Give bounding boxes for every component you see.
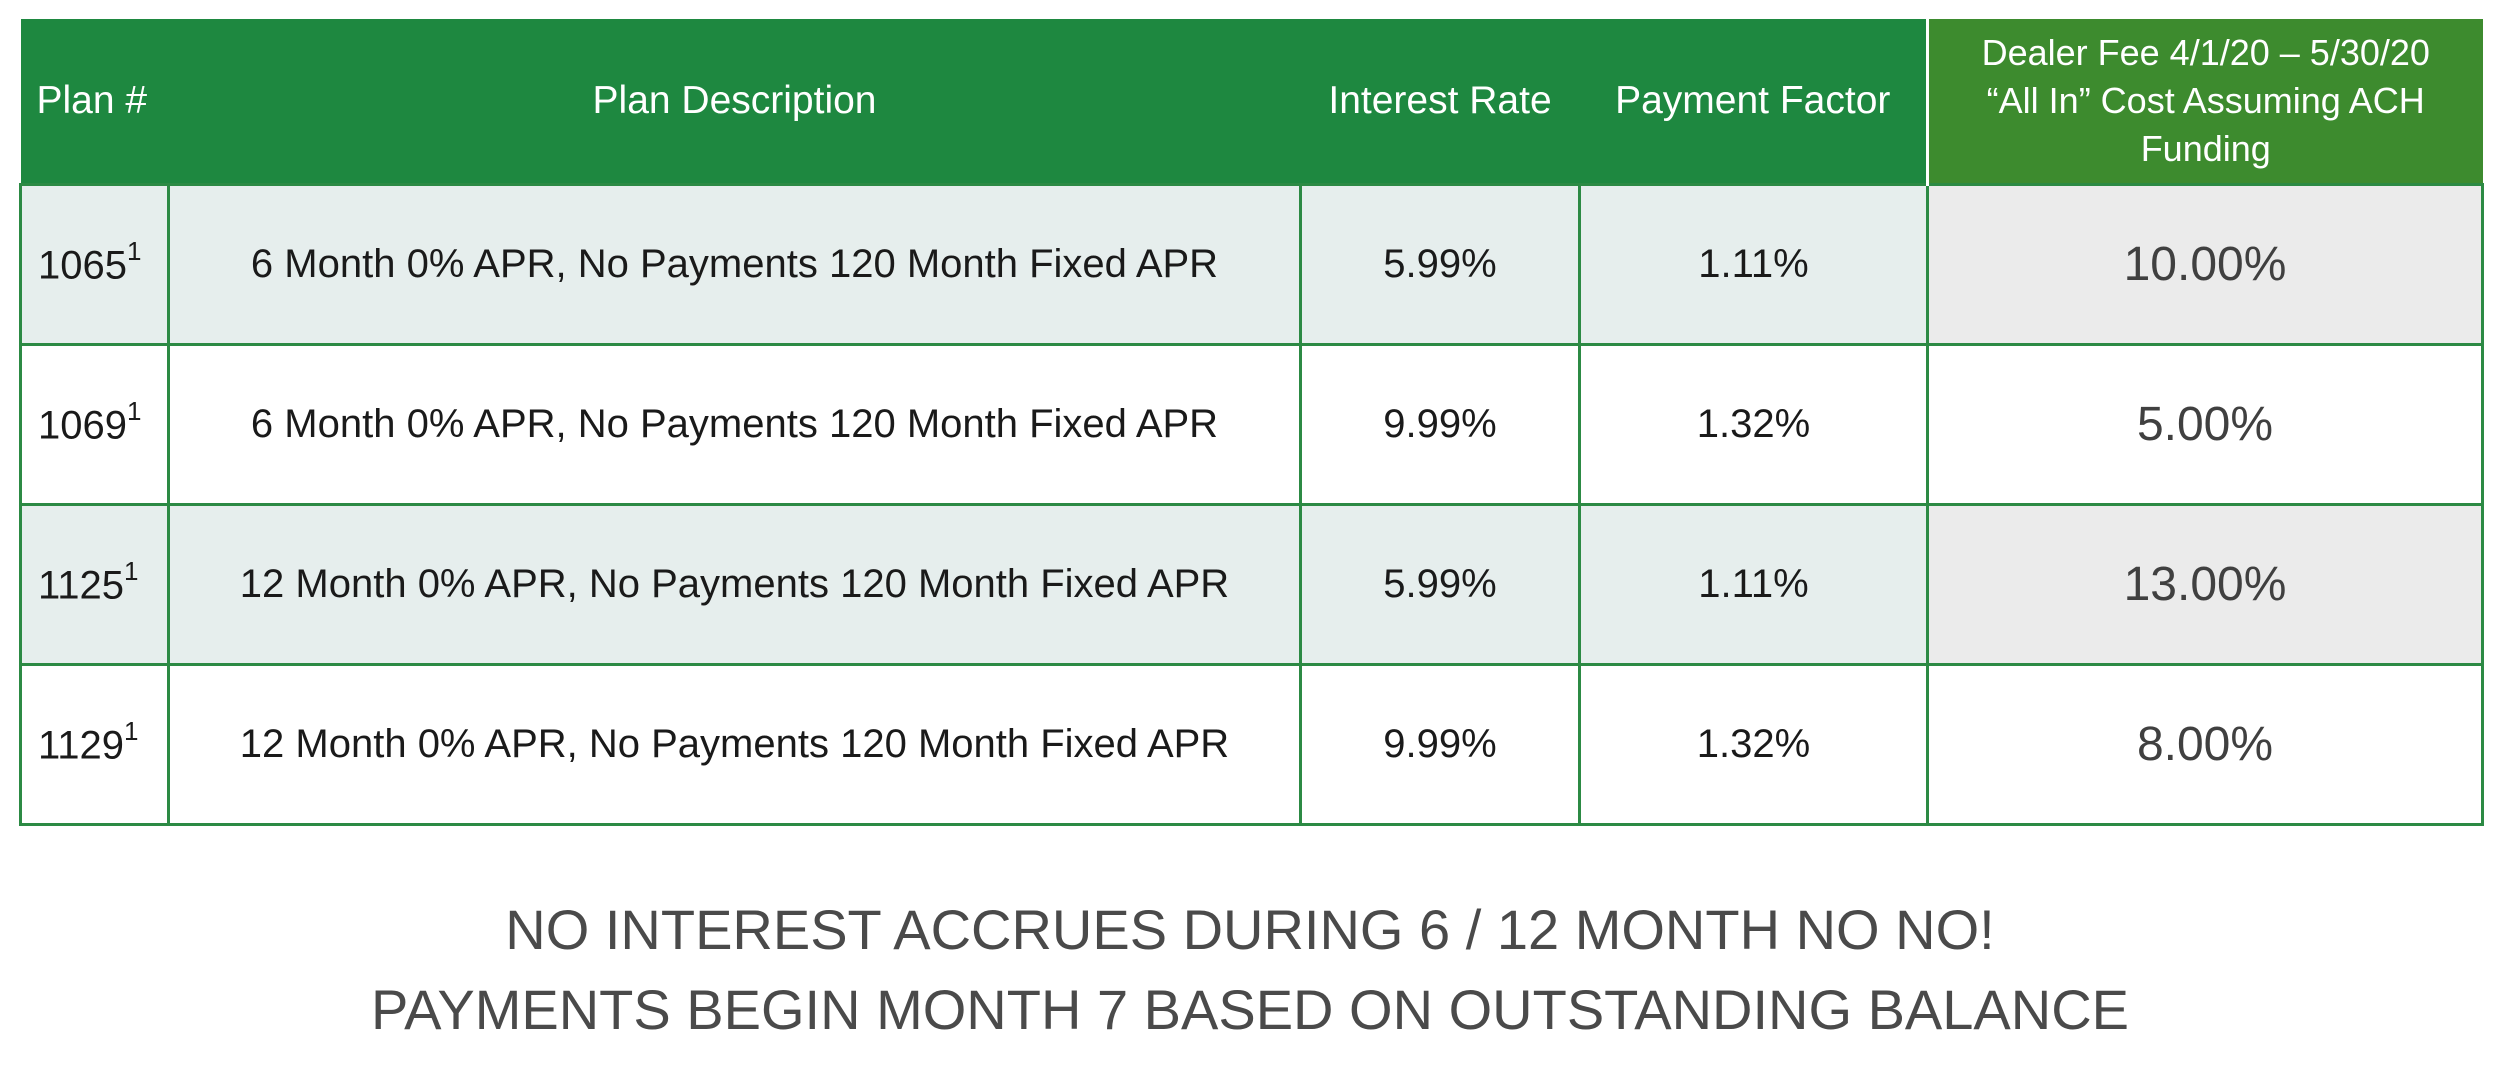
plan-number: 1065: [38, 243, 127, 288]
dealer-fee-header-line: “All In” Cost Assuming ACH: [1986, 79, 2425, 121]
plan-description-header: Plan Description: [168, 19, 1301, 184]
footnote-marker: 1: [124, 715, 139, 746]
plan-number-header: Plan #: [20, 19, 169, 184]
dealer-fee-cell: 13.00%: [1926, 502, 2484, 666]
interest-rate-cell: 9.99%: [1299, 342, 1581, 506]
plan-description-cell: 6 Month 0% APR, No Payments 120 Month Fi…: [167, 182, 1302, 346]
table-row: 10691 6 Month 0% APR, No Payments 120 Mo…: [19, 342, 2484, 506]
plan-description-cell: 12 Month 0% APR, No Payments 120 Month F…: [167, 662, 1302, 826]
payment-factor-cell: 1.32%: [1578, 662, 1929, 826]
table-row: 11291 12 Month 0% APR, No Payments 120 M…: [19, 662, 2484, 826]
footnote-marker: 1: [124, 555, 139, 586]
plan-description-cell: 6 Month 0% APR, No Payments 120 Month Fi…: [167, 342, 1302, 506]
plan-number-cell: 11251: [19, 502, 170, 666]
plan-number-cell: 10651: [19, 182, 170, 346]
plan-number-cell: 10691: [19, 342, 170, 506]
footer-note-line: NO INTEREST ACCRUES DURING 6 / 12 MONTH …: [505, 898, 1995, 961]
footnote-marker: 1: [126, 235, 142, 266]
dealer-fee-cell: 5.00%: [1926, 342, 2484, 506]
dealer-fee-header-line: Dealer Fee 4/1/20 – 5/30/20: [1981, 31, 2430, 73]
dealer-fee-header: Dealer Fee 4/1/20 – 5/30/20 “All In” Cos…: [1926, 19, 2483, 184]
plan-number: 1069: [38, 403, 127, 448]
plan-number: 1125: [38, 563, 125, 608]
plan-table: Plan # Plan Description Interest Rate Pa…: [19, 19, 2484, 826]
plan-number-cell: 11291: [19, 662, 170, 826]
payment-factor-cell: 1.11%: [1578, 502, 1929, 666]
footnote-marker: 1: [126, 395, 142, 426]
payment-factor-cell: 1.32%: [1578, 342, 1929, 506]
interest-rate-cell: 5.99%: [1299, 502, 1581, 666]
plan-description-cell: 12 Month 0% APR, No Payments 120 Month F…: [167, 502, 1302, 666]
footer-note-line: PAYMENTS BEGIN MONTH 7 BASED ON OUTSTAND…: [370, 978, 2130, 1041]
interest-rate-cell: 5.99%: [1299, 182, 1581, 346]
dealer-fee-cell: 8.00%: [1926, 662, 2484, 826]
interest-rate-cell: 9.99%: [1299, 662, 1581, 826]
table-row: 10651 6 Month 0% APR, No Payments 120 Mo…: [19, 182, 2484, 346]
table-row: 11251 12 Month 0% APR, No Payments 120 M…: [19, 502, 2484, 666]
footer-note: NO INTEREST ACCRUES DURING 6 / 12 MONTH …: [0, 890, 2500, 1050]
plan-number: 1129: [38, 723, 125, 768]
interest-rate-header: Interest Rate: [1300, 19, 1580, 184]
dealer-fee-cell: 10.00%: [1926, 182, 2484, 346]
table-header-row: Plan # Plan Description Interest Rate Pa…: [20, 19, 2483, 184]
payment-factor-cell: 1.11%: [1578, 182, 1929, 346]
dealer-fee-header-line: Funding: [2140, 127, 2271, 169]
payment-factor-header: Payment Factor: [1579, 19, 1928, 184]
